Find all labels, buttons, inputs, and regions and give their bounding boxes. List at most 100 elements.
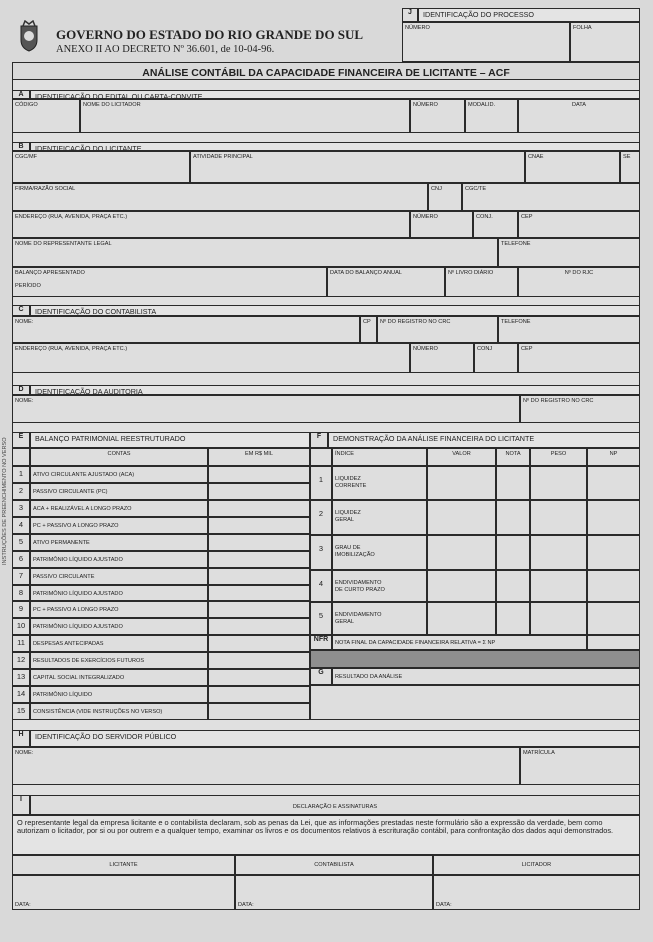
signature-date-field[interactable]: DATA:: [12, 875, 235, 910]
account-value-field[interactable]: [208, 686, 310, 703]
row-number: 1: [12, 466, 30, 483]
peso-field[interactable]: [530, 466, 587, 500]
cgcmf-field[interactable]: CGC/MF: [12, 151, 190, 183]
section-h-letter: H: [12, 730, 30, 747]
nota-field[interactable]: [496, 535, 530, 570]
account-value-field[interactable]: [208, 652, 310, 669]
data-balanco-field[interactable]: DATA DO BALANÇO ANUAL: [327, 267, 445, 297]
section-i-title: DECLARAÇÃO E ASSINATURAS: [30, 795, 640, 815]
process-sheet-field[interactable]: FOLHA: [570, 22, 640, 62]
razao-social-field[interactable]: FIRMA/RAZÃO SOCIAL: [12, 183, 428, 211]
endereco-field[interactable]: ENDEREÇO (rua, avenida, praça etc.): [12, 343, 410, 373]
contabilista-name-field[interactable]: NOME:: [12, 316, 360, 343]
numero-field[interactable]: NÚMERO: [410, 211, 473, 238]
spacer: [12, 80, 640, 90]
account-value-field[interactable]: [208, 568, 310, 585]
account-label: RESULTADOS DE EXERCÍCIOS FUTUROS: [30, 652, 208, 669]
cnj-field[interactable]: CNJ: [428, 183, 462, 211]
account-value-field[interactable]: [208, 551, 310, 568]
section-d-title: IDENTIFICAÇÃO DA AUDITORIA: [30, 385, 640, 395]
rjc-field[interactable]: Nº DO RJC: [518, 267, 640, 297]
valor-field[interactable]: [427, 570, 496, 602]
conj-field[interactable]: CONJ: [474, 343, 518, 373]
endereco-field[interactable]: ENDEREÇO (rua, avenida, praça etc.): [12, 211, 410, 238]
row-number: 7: [12, 568, 30, 585]
account-label: CONSISTÊNCIA (vide instruções no verso): [30, 703, 208, 720]
servidor-name-field[interactable]: NOME:: [12, 747, 520, 785]
nota-field[interactable]: [496, 466, 530, 500]
resultado-field[interactable]: [310, 685, 640, 720]
col-contas: CONTAS: [30, 448, 208, 466]
crc-field[interactable]: Nº DO REGISTRO NO CRC: [520, 395, 640, 423]
signature-role: LICITANTE: [12, 855, 235, 875]
telefone-field[interactable]: TELEFONE: [498, 238, 640, 267]
account-value-field[interactable]: [208, 601, 310, 618]
valor-field[interactable]: [427, 602, 496, 635]
row-number: 5: [12, 534, 30, 551]
valor-field[interactable]: [427, 466, 496, 500]
crc-field[interactable]: Nº DO REGISTRO NO CRC: [377, 316, 498, 343]
np-field[interactable]: [587, 602, 640, 635]
conj-field[interactable]: CONJ.: [473, 211, 518, 238]
nota-field[interactable]: [496, 570, 530, 602]
row-number: 10: [12, 618, 30, 635]
licitador-name-field[interactable]: NOME DO LICITADOR: [80, 99, 410, 133]
telefone-field[interactable]: TELEFONE: [498, 316, 640, 343]
nfr-value-field[interactable]: [587, 635, 640, 650]
auditoria-name-field[interactable]: NOME:: [12, 395, 520, 423]
nota-field[interactable]: [496, 500, 530, 535]
peso-field[interactable]: [530, 500, 587, 535]
peso-field[interactable]: [530, 602, 587, 635]
account-value-field[interactable]: [208, 669, 310, 686]
row-number: 8: [12, 585, 30, 601]
nota-field[interactable]: [496, 602, 530, 635]
cnae-field[interactable]: CNAE: [525, 151, 620, 183]
cep-field[interactable]: CEP: [518, 343, 640, 373]
section-h-title: IDENTIFICAÇÃO DO SERVIDOR PÚBLICO: [30, 730, 640, 747]
account-value-field[interactable]: [208, 517, 310, 534]
account-value-field[interactable]: [208, 500, 310, 517]
section-f-letter: F: [310, 432, 328, 448]
np-field[interactable]: [587, 466, 640, 500]
col-peso: PESO: [530, 448, 587, 466]
numero-field[interactable]: NÚMERO: [410, 99, 465, 133]
peso-field[interactable]: [530, 570, 587, 602]
cp-field[interactable]: CP: [360, 316, 377, 343]
np-field[interactable]: [587, 500, 640, 535]
signature-date-field[interactable]: DATA:: [235, 875, 433, 910]
balanco-periodo-field[interactable]: BALANÇO APRESENTADO PERÍODO: [12, 267, 327, 297]
signature-date-field[interactable]: DATA:: [433, 875, 640, 910]
np-field[interactable]: [587, 535, 640, 570]
account-label: PATRIMÔNIO LÍQUIDO: [30, 686, 208, 703]
coat-of-arms-logo: [20, 20, 38, 52]
matricula-field[interactable]: MATRÍCULA: [520, 747, 640, 785]
account-value-field[interactable]: [208, 483, 310, 500]
numero-field[interactable]: NÚMERO: [410, 343, 474, 373]
livro-diario-field[interactable]: Nº LIVRO DIÁRIO: [445, 267, 518, 297]
account-value-field[interactable]: [208, 618, 310, 635]
modalidade-field[interactable]: MODALID.: [465, 99, 518, 133]
np-field[interactable]: [587, 570, 640, 602]
atividade-field[interactable]: ATIVIDADE PRINCIPAL: [190, 151, 525, 183]
account-value-field[interactable]: [208, 585, 310, 601]
valor-field[interactable]: [427, 500, 496, 535]
index-number: 4: [310, 570, 332, 602]
peso-field[interactable]: [530, 535, 587, 570]
section-e-title: BALANÇO PATRIMONIAL REESTRUTURADO: [30, 432, 310, 448]
se-field[interactable]: SE: [620, 151, 640, 183]
data-field[interactable]: DATA: [518, 99, 640, 133]
cgcte-field[interactable]: CGC/TE: [462, 183, 640, 211]
spacer: [12, 720, 640, 730]
cep-field[interactable]: CEP: [518, 211, 640, 238]
valor-field[interactable]: [427, 535, 496, 570]
account-value-field[interactable]: [208, 635, 310, 652]
account-value-field[interactable]: [208, 703, 310, 720]
codigo-field[interactable]: CÓDIGO: [12, 99, 80, 133]
process-number-field[interactable]: NÚMERO: [402, 22, 570, 62]
row-number: 11: [12, 635, 30, 652]
account-value-field[interactable]: [208, 466, 310, 483]
declaration-text: O representante legal da empresa licitan…: [12, 815, 640, 855]
representante-field[interactable]: NOME DO REPRESENTANTE LEGAL: [12, 238, 498, 267]
account-value-field[interactable]: [208, 534, 310, 551]
